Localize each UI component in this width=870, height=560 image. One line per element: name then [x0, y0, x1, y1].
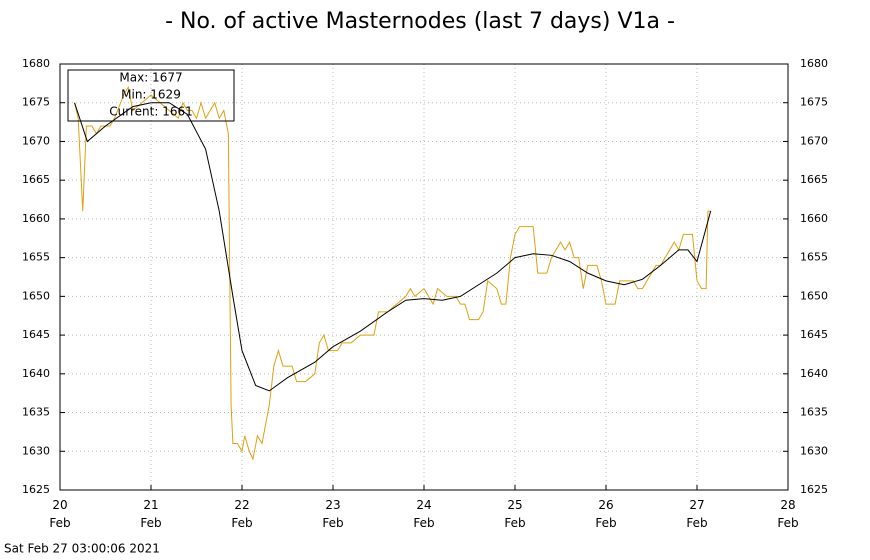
y2-tick-label: 1650	[800, 289, 828, 302]
y2-tick-label: 1630	[800, 444, 828, 457]
plot-frame	[59, 63, 789, 491]
y-tick-label: 1665	[22, 173, 50, 186]
annotation: Min: 1629	[121, 88, 181, 102]
y-tick-label: 1640	[22, 367, 50, 380]
y-tick-label: 1675	[22, 96, 50, 109]
y2-tick-label: 1635	[800, 406, 828, 419]
y2-tick-label: 1645	[800, 328, 828, 341]
x-tick-label: 26 Feb	[595, 498, 617, 530]
y-tick-label: 1650	[22, 289, 50, 302]
y2-tick-label: 1640	[800, 367, 828, 380]
series-line	[74, 85, 711, 461]
y2-tick-label: 1675	[800, 96, 828, 109]
annotation-box	[67, 69, 235, 122]
x-tick-label: 27 Feb	[686, 498, 708, 530]
x-tick-label: 23 Feb	[322, 498, 344, 530]
x-tick-label: 28 Feb	[777, 498, 799, 530]
footer: Sat Feb 27 03:00:06 2021	[4, 542, 160, 556]
y-tick-label: 1625	[22, 483, 50, 496]
y2-tick-label: 1665	[800, 173, 828, 186]
x-tick-label: 21 Feb	[140, 498, 162, 530]
x-tick-label: 22 Feb	[231, 498, 253, 530]
y-tick-label: 1635	[22, 406, 50, 419]
y2-tick-label: 1660	[800, 212, 828, 225]
chart-title: - No. of active Masternodes (last 7 days…	[165, 9, 675, 34]
y-tick-label: 1630	[22, 444, 50, 457]
x-tick-label: 20 Feb	[49, 498, 71, 530]
series-line	[74, 102, 712, 392]
x-tick-label: 25 Feb	[504, 498, 526, 530]
annotation: Max: 1677	[119, 71, 182, 85]
y-tick-label: 1670	[22, 134, 50, 147]
y-tick-label: 1655	[22, 251, 50, 264]
y2-tick-label: 1625	[800, 483, 828, 496]
y2-tick-label: 1670	[800, 134, 828, 147]
x-tick-label: 24 Feb	[413, 498, 435, 530]
y-tick-label: 1680	[22, 57, 50, 70]
annotation: Current: 1661	[109, 105, 192, 119]
y-tick-label: 1645	[22, 328, 50, 341]
y-tick-label: 1660	[22, 212, 50, 225]
y2-tick-label: 1680	[800, 57, 828, 70]
y2-tick-label: 1655	[800, 251, 828, 264]
